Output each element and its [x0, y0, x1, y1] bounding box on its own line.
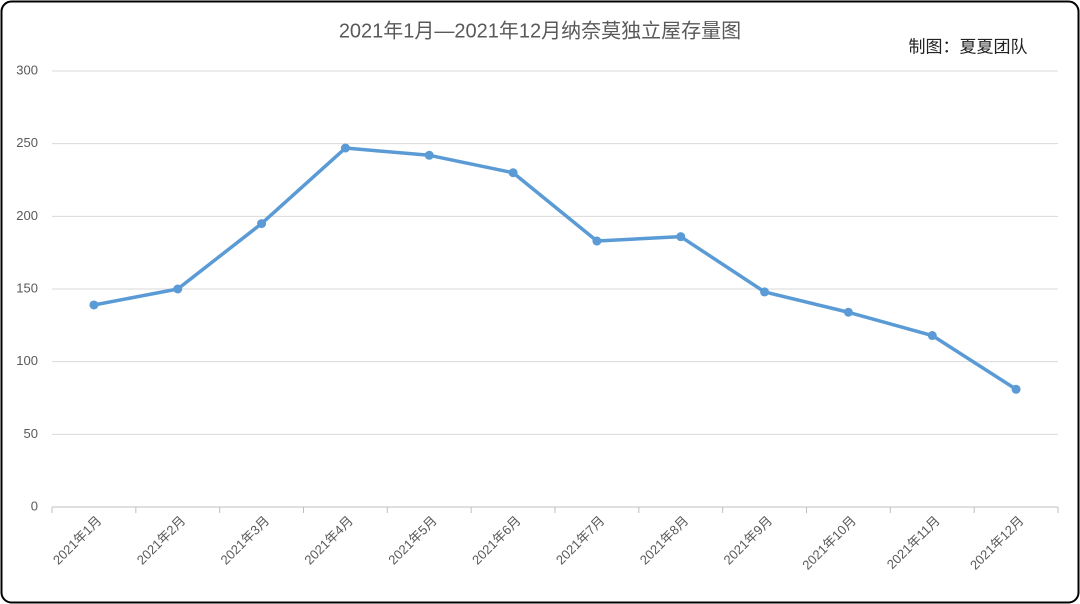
- y-tick-label: 250: [16, 135, 38, 150]
- chart-title: 2021年1月—2021年12月纳奈莫独立屋存量图: [339, 19, 741, 42]
- y-tick-label: 200: [16, 208, 38, 223]
- data-point: [173, 284, 183, 294]
- y-tick-label: 150: [16, 280, 38, 295]
- data-point: [676, 232, 686, 242]
- y-tick-label: 300: [16, 62, 38, 77]
- series-line: [93, 146, 1018, 391]
- annotation: 制图：夏夏团队: [909, 37, 1028, 56]
- y-tick-label: 50: [24, 426, 38, 441]
- data-point: [760, 287, 770, 297]
- data-point: [592, 236, 602, 246]
- data-point: [927, 331, 937, 341]
- data-point: [424, 150, 434, 160]
- y-tick-label: 100: [16, 353, 38, 368]
- data-point: [89, 300, 99, 310]
- data-point: [257, 219, 267, 229]
- data-point: [508, 168, 518, 178]
- y-tick-label: 0: [31, 498, 38, 513]
- data-point: [1011, 384, 1021, 394]
- data-point: [340, 143, 350, 153]
- data-point: [843, 307, 853, 317]
